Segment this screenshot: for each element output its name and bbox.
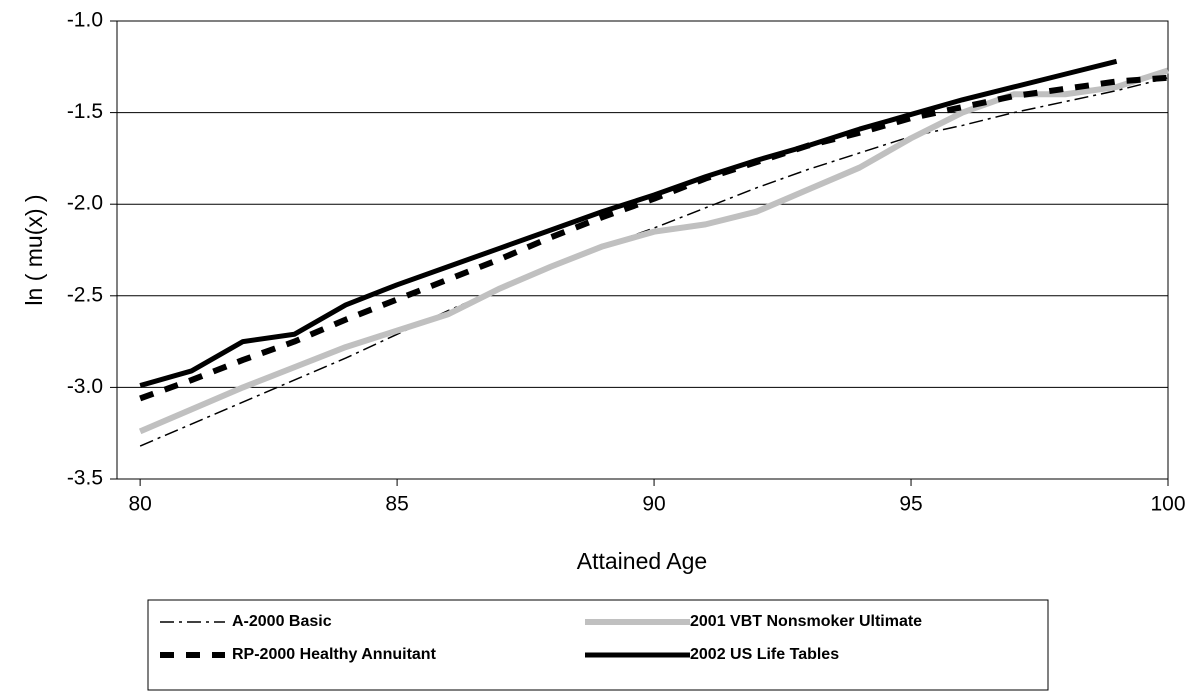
y-tick-label: -1.0 — [67, 9, 103, 32]
x-tick-label: 95 — [899, 493, 922, 516]
x-tick-label: 100 — [1150, 493, 1185, 516]
plot-area — [117, 21, 1168, 479]
legend-label: A-2000 Basic — [232, 613, 332, 630]
x-tick-label: 85 — [385, 493, 408, 516]
y-tick-label: -1.5 — [67, 100, 103, 123]
y-tick-label: -2.5 — [67, 283, 103, 306]
series-line — [139, 74, 1169, 402]
y-tick-label: -3.5 — [67, 467, 103, 490]
x-tick-label: 80 — [128, 493, 151, 516]
y-axis-title: ln ( mu(x) ) — [21, 194, 47, 305]
plot-border — [116, 20, 1169, 480]
series-line — [139, 77, 1169, 447]
x-axis-title: Attained Age — [577, 548, 707, 574]
series-line — [139, 58, 1118, 388]
legend-box — [147, 599, 1049, 691]
x-tick-label: 90 — [642, 493, 665, 516]
series-line — [138, 67, 1169, 435]
y-tick-label: -3.0 — [67, 375, 103, 398]
legend-label: RP-2000 Healthy Annuitant — [232, 646, 437, 663]
legend-label: 2001 VBT Nonsmoker Ultimate — [690, 613, 922, 630]
y-tick-label: -2.0 — [67, 192, 103, 215]
legend-label: 2002 US Life Tables — [690, 646, 839, 663]
